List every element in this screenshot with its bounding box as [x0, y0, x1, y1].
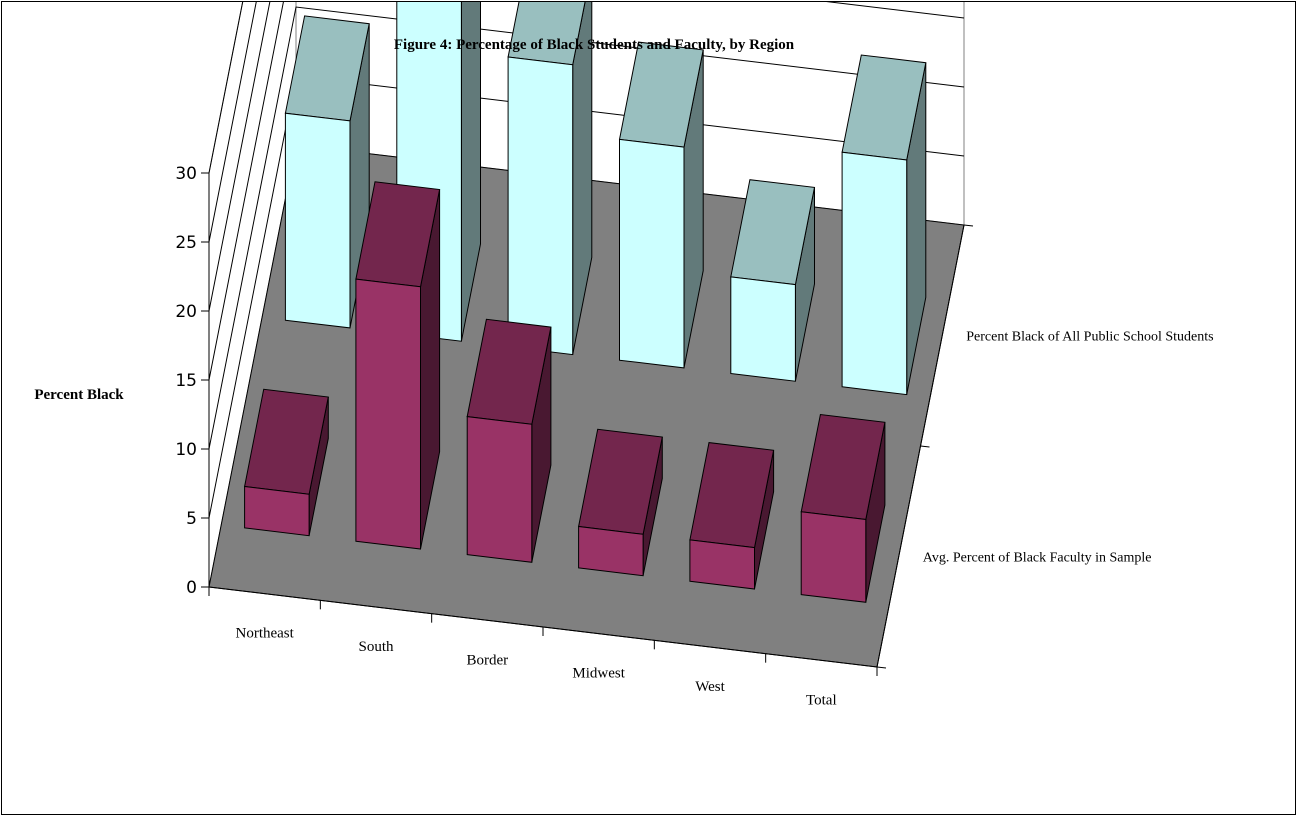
gridline: [208, 2, 271, 312]
x-tick-label: South: [358, 639, 394, 655]
bar-group-faculty-west: [689, 442, 775, 590]
chart-title: Figure 4: Percentage of Black Students a…: [394, 37, 795, 53]
depth-tick: [963, 224, 974, 227]
bar: [507, 56, 574, 356]
x-tick-label: Northeast: [236, 626, 295, 642]
bar-group-faculty-total: [800, 413, 886, 603]
depth-tick: [920, 445, 930, 448]
axes: [201, 172, 974, 676]
bar: [841, 151, 908, 396]
bar-group-students-total: [841, 54, 927, 396]
bar-group-students-midwest: [618, 41, 704, 369]
series-label: Avg. Percent of Black Faculty in Sample: [923, 551, 1152, 566]
series-depth-labels: Avg. Percent of Black Faculty in Sample P…: [923, 330, 1214, 566]
bar-group-students-west: [730, 179, 816, 382]
gridline: [208, 2, 965, 381]
y-tick-label: 25: [175, 233, 197, 253]
y-tick-label: 5: [186, 509, 197, 529]
bar: [466, 416, 533, 563]
bar-group-faculty-south: [355, 181, 441, 550]
bar: [619, 138, 685, 369]
y-tick-label: 20: [175, 302, 197, 322]
y-tick-labels: 0 5 10 15 20 25 30: [175, 164, 197, 598]
bar: [355, 278, 421, 550]
bar: [244, 485, 310, 537]
bar: [284, 112, 351, 329]
bar: [730, 276, 796, 382]
depth-tick: [876, 666, 887, 669]
x-tick-label: Midwest: [572, 666, 625, 682]
x-tick-label: Total: [806, 692, 837, 708]
bar: [689, 539, 755, 590]
x-tick-label: Border: [467, 652, 509, 668]
x-tick-labels: Northeast South Border Midwest West Total: [236, 626, 837, 709]
bar: [578, 525, 644, 577]
bar-group-faculty-northeast: [244, 388, 329, 537]
bar-group-faculty-border: [466, 318, 552, 563]
y-tick-label: 10: [175, 440, 197, 460]
front-series-bars: [244, 181, 886, 603]
bar: [800, 511, 867, 603]
gridline: [208, 6, 965, 450]
y-axis-label: Percent Black: [34, 387, 124, 403]
x-tick-label: West: [695, 679, 725, 695]
y-tick-label: 15: [175, 371, 197, 391]
gridline: [208, 2, 257, 243]
y-tick-label: 30: [175, 164, 197, 184]
gridline: [208, 2, 244, 174]
bar-group-students-border: [507, 2, 593, 356]
y-tick-label: 0: [186, 578, 197, 598]
bar-group-faculty-midwest: [578, 428, 663, 577]
series-label: Percent Black of All Public School Stude…: [966, 330, 1213, 345]
